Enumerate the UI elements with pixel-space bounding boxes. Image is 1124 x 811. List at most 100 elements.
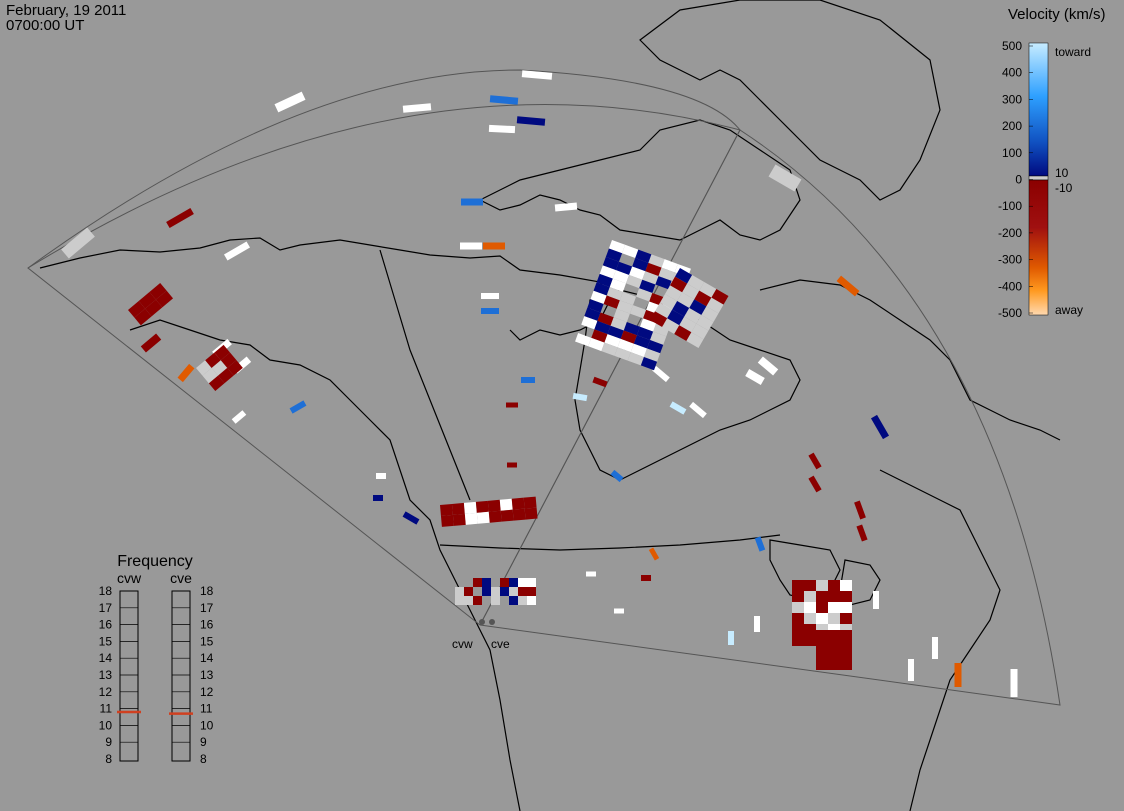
velocity-cell (140, 333, 162, 353)
velocity-cell (648, 254, 665, 268)
frequency-scale-label-cvw: 18 (99, 584, 113, 598)
velocity-cell (682, 283, 700, 300)
velocity-cell (603, 295, 620, 309)
velocity-cell (608, 240, 626, 254)
velocity-cell (828, 602, 840, 613)
frequency-panel: Frequency cvw cve 18 18 17 17 16 16 15 15 14 14 13… (99, 553, 214, 766)
frequency-scale-label-cve: 12 (200, 685, 214, 699)
velocity-cell (587, 299, 604, 313)
velocity-cell (615, 261, 633, 275)
velocity-cell (699, 282, 717, 298)
velocity-cell (482, 578, 491, 587)
velocity-cell (452, 513, 466, 526)
velocity-cell (635, 249, 652, 263)
velocity-cell (954, 663, 962, 687)
hudson-bay-coast (574, 289, 801, 481)
velocity-cell (596, 273, 613, 288)
colorbar-threshold-neg: -10 (1055, 181, 1073, 195)
velocity-cell (828, 624, 840, 635)
velocity-cell (652, 365, 670, 383)
velocity-cell (840, 591, 852, 602)
velocity-cell (816, 640, 828, 650)
colorbar-tick-label: -400 (998, 279, 1022, 293)
velocity-cell (840, 580, 852, 591)
velocity-cell (509, 587, 518, 596)
velocity-cell (642, 271, 659, 285)
velocity-cell (481, 308, 499, 314)
radar-label-cve: cve (491, 637, 510, 651)
velocity-cell (804, 602, 816, 613)
velocity-cell (488, 510, 502, 523)
velocity-cell (728, 631, 734, 645)
velocity-cell (402, 103, 432, 113)
velocity-cell (689, 401, 707, 419)
frequency-scale-label-cve: 15 (200, 634, 214, 648)
velocity-cell (641, 575, 651, 581)
velocity-cell (655, 302, 673, 319)
velocity-cell (597, 312, 614, 326)
velocity-cell (588, 337, 605, 352)
velocity-cell (289, 400, 307, 414)
radar-label-cvw: cvw (452, 637, 473, 651)
velocity-cell (672, 300, 690, 317)
velocity-cell (591, 329, 608, 343)
velocity-cell (128, 301, 146, 318)
velocity-cell (840, 660, 852, 670)
velocity-cell (804, 591, 816, 602)
radar-site-cvw (479, 619, 485, 625)
velocity-cell (808, 475, 822, 493)
velocity-cell (516, 116, 546, 126)
velocity-cell (373, 495, 383, 501)
velocity-cell (687, 275, 705, 291)
header-date: February, 19 2011 (6, 2, 127, 19)
velocity-cell (662, 318, 680, 334)
velocity-cell (840, 650, 852, 660)
velocity-cell (610, 317, 627, 331)
velocity-cell (464, 587, 473, 596)
velocity-cell (691, 323, 709, 340)
velocity-cell (590, 290, 607, 304)
velocity-cell (527, 578, 536, 587)
velocity-cell (604, 334, 621, 348)
frequency-scale-label-cve: 17 (200, 601, 214, 615)
velocity-cell (660, 293, 678, 310)
coastlines (39, 0, 1061, 811)
frequency-scale-label-cvw: 8 (105, 752, 112, 766)
velocity-cell (489, 95, 519, 105)
velocity-cell (601, 342, 618, 356)
velocity-cell (483, 242, 505, 250)
velocity-cell (499, 498, 513, 511)
velocity-cell (828, 613, 840, 624)
velocity-cell (640, 356, 658, 371)
velocity-cell (630, 343, 647, 357)
velocity-cell (524, 507, 538, 520)
velocity-cell (507, 462, 517, 468)
colorbar-away-segment (1028, 179, 1049, 316)
border-line (439, 534, 781, 551)
velocity-cell (575, 333, 592, 347)
velocity-cell (491, 587, 500, 596)
velocity-cell (701, 306, 719, 322)
velocity-cell (816, 591, 828, 602)
velocity-cell (757, 356, 779, 376)
header-time: 0700:00 UT (6, 17, 85, 34)
fov-cve (479, 129, 1061, 706)
velocity-cell (592, 376, 608, 388)
colorbar-tick-label: -300 (998, 253, 1022, 267)
velocity-cell (196, 360, 212, 376)
colorbar-tick-label: 200 (1002, 119, 1022, 133)
velocity-cell (677, 292, 695, 308)
velocity-cell (792, 602, 804, 613)
velocity-cell (873, 591, 879, 609)
velocity-cell (828, 650, 840, 660)
velocity-cell (61, 227, 95, 259)
velocity-cell (488, 124, 516, 134)
velocity-cell (643, 348, 661, 362)
velocity-cell (694, 290, 712, 307)
velocity-cell (816, 624, 828, 635)
velocity-cell (205, 352, 221, 368)
fov-outer-arc (27, 69, 741, 269)
velocity-cell (572, 392, 588, 402)
velocity-cell (669, 401, 687, 415)
